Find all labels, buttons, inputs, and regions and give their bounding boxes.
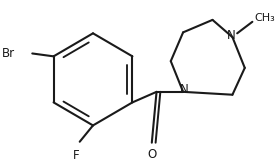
Text: CH₃: CH₃ xyxy=(254,13,275,23)
Text: N: N xyxy=(227,29,236,42)
Text: N: N xyxy=(180,83,188,96)
Text: Br: Br xyxy=(2,47,15,60)
Text: F: F xyxy=(73,149,79,162)
Text: O: O xyxy=(147,148,157,161)
